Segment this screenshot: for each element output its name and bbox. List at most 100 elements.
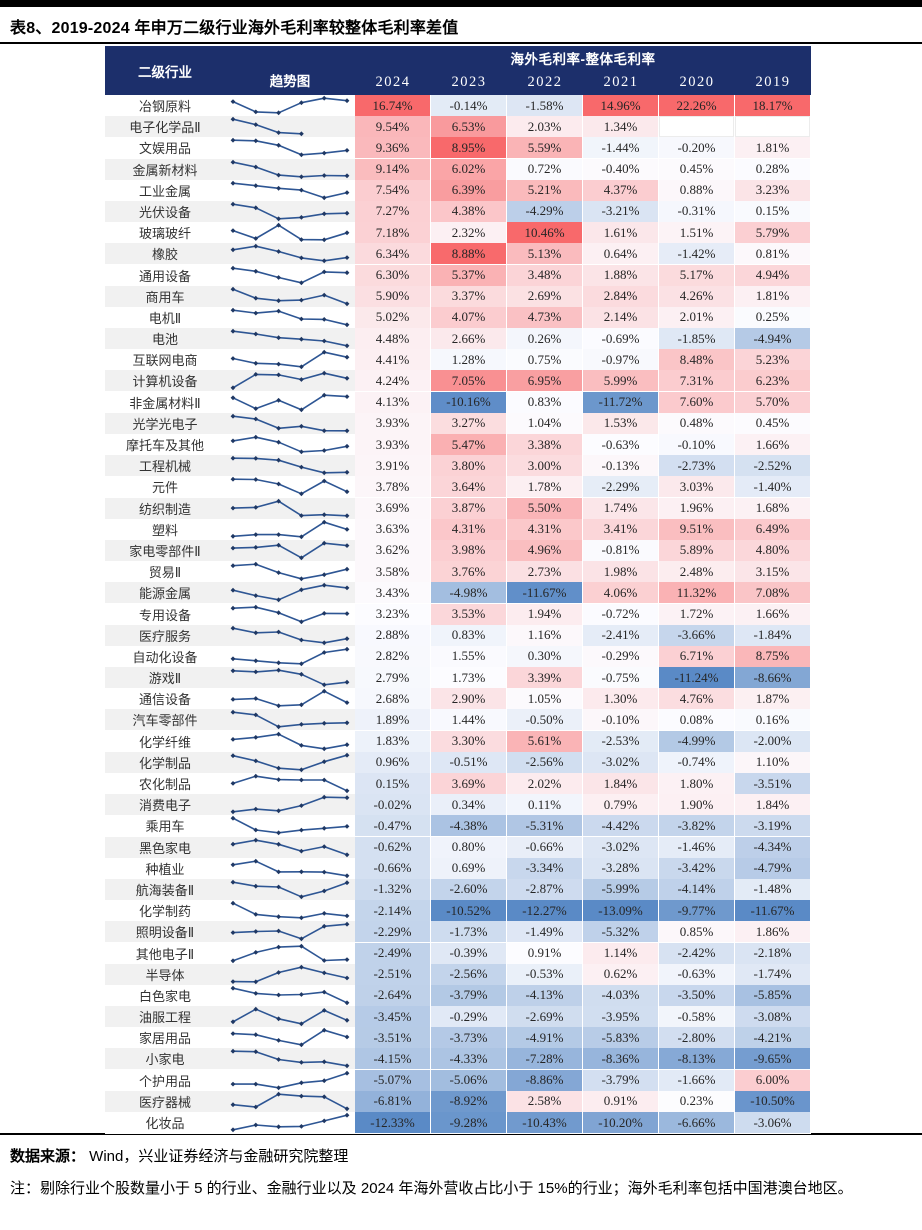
spark-point bbox=[321, 1077, 327, 1083]
trend-sparkline bbox=[225, 878, 355, 901]
value-cell: 7.60% bbox=[659, 391, 735, 414]
spark-point bbox=[344, 1000, 350, 1006]
industry-name: 家电零部件Ⅱ bbox=[105, 539, 225, 562]
value-cell: 3.53% bbox=[431, 603, 507, 626]
spark-point bbox=[230, 265, 236, 271]
value-cell: 22.26% bbox=[659, 95, 735, 117]
table-row: 家居用品 -3.51% -3.73% -4.91% -5.83% -2.80% -4.21% bbox=[105, 1027, 811, 1050]
value-cell: -3.45% bbox=[355, 1006, 431, 1029]
trend-sparkline bbox=[225, 179, 355, 202]
spark-point bbox=[253, 949, 259, 955]
spark-point bbox=[344, 975, 350, 981]
trend-sparkline bbox=[225, 328, 355, 351]
value-cell: 6.23% bbox=[735, 370, 811, 393]
table-row: 化学制药 -2.14% -10.52% -12.27% -13.09% -9.77% -11… bbox=[105, 900, 811, 923]
spark-point bbox=[321, 721, 327, 727]
value-cell: 4.41% bbox=[355, 349, 431, 372]
value-cell: 1.30% bbox=[583, 688, 659, 711]
trend-sparkline bbox=[225, 603, 355, 626]
value-cell: 5.13% bbox=[507, 243, 583, 266]
industry-name: 元件 bbox=[105, 476, 225, 499]
value-cell: -5.99% bbox=[583, 878, 659, 901]
spark-point bbox=[230, 563, 236, 569]
trend-sparkline bbox=[225, 815, 355, 838]
industry-name: 农化制品 bbox=[105, 773, 225, 795]
value-cell: -0.14% bbox=[431, 95, 507, 117]
spark-point bbox=[253, 504, 259, 510]
value-cell: -0.72% bbox=[583, 603, 659, 626]
value-cell: 1.74% bbox=[583, 497, 659, 520]
value-cell: 1.10% bbox=[735, 751, 811, 774]
value-cell: 1.84% bbox=[583, 773, 659, 795]
top-border-bar bbox=[0, 0, 922, 7]
spark-point bbox=[321, 237, 327, 243]
spark-point bbox=[276, 498, 281, 504]
spark-point bbox=[299, 464, 304, 470]
data-source-text: Wind，兴业证券经济与金融研究院整理 bbox=[85, 1148, 349, 1166]
spark-point bbox=[299, 742, 304, 748]
spark-point bbox=[299, 1080, 304, 1085]
trend-sparkline bbox=[225, 222, 355, 245]
spark-point bbox=[344, 470, 350, 475]
table-row: 白色家电 -2.64% -3.79% -4.13% -4.03% -3.50% -5.85% bbox=[105, 984, 811, 1007]
value-cell: -4.03% bbox=[583, 984, 659, 1007]
spark-point bbox=[253, 1081, 259, 1087]
value-cell: 4.94% bbox=[735, 264, 811, 287]
spark-point bbox=[344, 788, 350, 794]
value-cell: -3.79% bbox=[583, 1069, 659, 1092]
industry-column-header: 二级行业 bbox=[138, 64, 192, 80]
spark-point bbox=[321, 970, 327, 975]
title-rule bbox=[0, 42, 922, 44]
table-row: 黑色家电 -0.62% 0.80% -0.66% -3.02% -1.46% -4.34% bbox=[105, 836, 811, 859]
industry-name: 互联网电商 bbox=[105, 349, 225, 372]
value-cell: 1.34% bbox=[583, 116, 659, 139]
table-row: 医疗服务 2.88% 0.83% 1.16% -2.41% -3.66% -1.84% bbox=[105, 624, 811, 647]
value-cell: 1.66% bbox=[735, 603, 811, 626]
value-cell: -1.84% bbox=[735, 624, 811, 647]
trend-sparkline bbox=[225, 1027, 355, 1050]
value-cell: -2.80% bbox=[659, 1027, 735, 1050]
year-column-header-2024: 2024 bbox=[375, 74, 411, 90]
spark-point bbox=[344, 98, 350, 104]
value-cell: -2.56% bbox=[507, 751, 583, 774]
spark-point bbox=[253, 712, 259, 718]
value-cell: 8.95% bbox=[431, 137, 507, 160]
value-cell: 3.78% bbox=[355, 476, 431, 499]
trend-sparkline bbox=[225, 984, 355, 1007]
value-cell: 4.76% bbox=[659, 688, 735, 711]
industry-name: 通信设备 bbox=[105, 688, 225, 711]
spark-point bbox=[321, 316, 327, 322]
value-cell: -1.49% bbox=[507, 921, 583, 944]
spark-point bbox=[230, 438, 236, 444]
spark-point bbox=[321, 911, 327, 916]
value-cell: -8.66% bbox=[735, 667, 811, 690]
value-cell: -9.65% bbox=[735, 1048, 811, 1071]
trend-sparkline bbox=[225, 264, 355, 287]
spark-point bbox=[230, 116, 236, 122]
industry-name: 游戏Ⅱ bbox=[105, 667, 225, 690]
spark-point bbox=[230, 753, 236, 758]
spark-point bbox=[276, 928, 281, 934]
spark-point bbox=[253, 696, 259, 702]
value-cell: 6.30% bbox=[355, 264, 431, 287]
value-cell: 0.81% bbox=[735, 243, 811, 266]
value-cell: 0.83% bbox=[431, 624, 507, 647]
table-row: 贸易Ⅱ 3.58% 3.76% 2.73% 1.98% 2.48% 3.15% bbox=[105, 561, 811, 584]
value-cell: 0.45% bbox=[659, 158, 735, 181]
spark-point bbox=[321, 511, 327, 517]
table-row: 能源金属 3.43% -4.98% -11.67% 4.06% 11.32% 7.08% bbox=[105, 582, 811, 605]
value-cell: -10.50% bbox=[735, 1090, 811, 1113]
spark-point bbox=[276, 731, 281, 737]
spark-point bbox=[276, 249, 281, 255]
value-cell: 2.82% bbox=[355, 645, 431, 668]
value-cell: 1.61% bbox=[583, 222, 659, 245]
value-cell: -2.73% bbox=[659, 455, 735, 478]
value-cell: -1.46% bbox=[659, 836, 735, 859]
value-cell: 1.81% bbox=[735, 285, 811, 308]
industry-name: 化学制药 bbox=[105, 900, 225, 923]
footnote: 注：剔除行业个股数量小于 5 的行业、金融行业以及 2024 年海外营收占比小于… bbox=[10, 1180, 853, 1198]
table-row: 摩托车及其他 3.93% 5.47% 3.38% -0.63% -0.10% 1.66% bbox=[105, 434, 811, 456]
spark-point bbox=[321, 428, 327, 433]
table-row: 非金属材料Ⅱ 4.13% -10.16% 0.83% -11.72% 7.60% 5.70% bbox=[105, 391, 811, 414]
spark-point bbox=[253, 236, 259, 242]
